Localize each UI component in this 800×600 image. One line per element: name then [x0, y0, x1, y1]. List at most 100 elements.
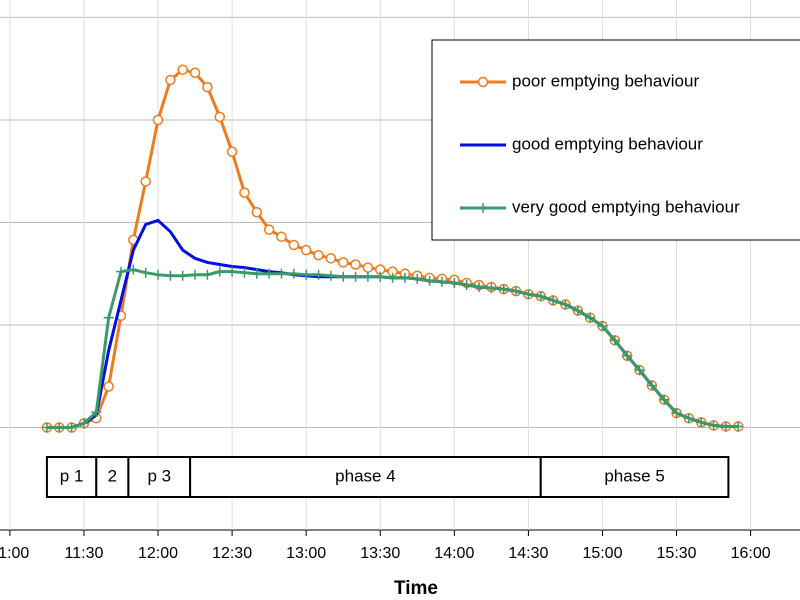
point [597, 320, 608, 331]
point [424, 275, 435, 286]
point [362, 262, 374, 273]
x-tick-label: 16:00 [731, 545, 771, 562]
phase-label: phase 4 [335, 466, 396, 485]
x-tick-label: 11:00 [0, 545, 29, 562]
point [708, 420, 719, 431]
point [560, 299, 571, 310]
point [325, 270, 336, 281]
point [214, 266, 225, 277]
point [276, 268, 287, 279]
point [313, 269, 324, 280]
phase-label: p 1 [60, 466, 84, 485]
legend-label: very good emptying behaviour [512, 197, 740, 216]
point [634, 365, 645, 376]
point [399, 272, 410, 283]
point [449, 277, 460, 288]
point [263, 224, 275, 235]
point [276, 231, 287, 243]
point [103, 312, 114, 323]
line [46, 218, 739, 429]
point [103, 381, 114, 392]
legend-label: poor emptying behaviour [512, 71, 699, 90]
series [46, 218, 739, 429]
x-tick-label: 14:00 [434, 545, 474, 562]
point [251, 206, 263, 218]
point [362, 271, 373, 282]
point [214, 111, 226, 123]
point [412, 273, 423, 284]
point [683, 413, 694, 424]
phase-box [95, 456, 130, 498]
legend-label: good emptying behaviour [512, 134, 703, 153]
point [523, 289, 534, 300]
point [115, 266, 126, 277]
x-tick-label: 13:30 [360, 545, 400, 562]
point [239, 267, 250, 278]
point [202, 269, 213, 280]
point [350, 259, 361, 270]
point [190, 269, 201, 280]
point [91, 407, 102, 418]
phase-bar: p 1 2 p 3 phase 4 phase 5 [45, 456, 730, 498]
point [165, 270, 176, 281]
point [461, 279, 472, 290]
point [671, 408, 682, 419]
point [387, 272, 398, 283]
phase-label: phase 5 [604, 466, 665, 485]
series [41, 264, 744, 433]
phase-box [189, 456, 542, 498]
point [720, 421, 731, 432]
point [165, 74, 176, 86]
x-tick-label: 14:30 [508, 545, 548, 562]
point [41, 422, 52, 433]
point [337, 257, 349, 268]
x-axis-title: Time [394, 578, 438, 599]
x-tick-label: 12:00 [138, 545, 178, 562]
phase-box [45, 456, 98, 498]
point [313, 250, 324, 261]
point [436, 276, 447, 287]
point [646, 380, 657, 391]
point [177, 270, 188, 281]
legend: poor emptying behaviour good emptying beh… [431, 39, 800, 241]
point [572, 305, 583, 316]
point [733, 421, 744, 432]
point [251, 268, 262, 279]
point [325, 253, 337, 264]
phase-label: 2 [108, 466, 117, 485]
point [288, 268, 299, 279]
legend-marker [477, 76, 489, 88]
point [375, 271, 386, 282]
point [301, 269, 312, 280]
point [226, 146, 238, 157]
point [140, 267, 151, 278]
point [153, 269, 164, 280]
point [511, 286, 522, 297]
point [264, 268, 275, 279]
x-tick-label: 12:30 [212, 545, 252, 562]
point [227, 266, 238, 277]
x-tick-label: 11:30 [65, 545, 104, 562]
point [177, 64, 188, 75]
point [66, 422, 77, 433]
x-tick-label: 15:30 [657, 545, 697, 562]
point [696, 417, 707, 428]
point [202, 81, 213, 93]
x-tick-label: 15:00 [582, 545, 622, 562]
line [46, 268, 739, 429]
point [474, 282, 485, 293]
point [128, 264, 139, 275]
point [239, 187, 250, 198]
legend-marker [478, 203, 488, 213]
point [288, 239, 300, 251]
point [659, 394, 670, 405]
point [140, 176, 151, 187]
point [498, 284, 509, 295]
point [486, 283, 497, 294]
point [152, 114, 164, 126]
point [338, 271, 349, 282]
x-tick-label: 13:00 [286, 545, 326, 562]
point [622, 350, 633, 361]
point [535, 291, 546, 302]
